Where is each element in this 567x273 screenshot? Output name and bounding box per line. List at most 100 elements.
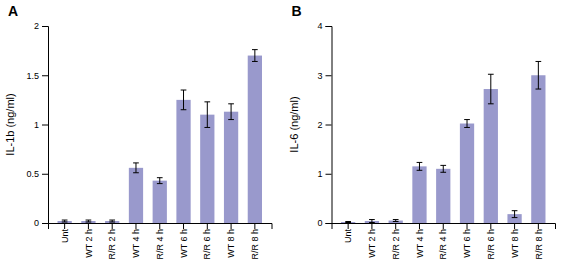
x-axis: UntWT 2 hR/R 2 hWT 4 hR/R 4 hWT 6 hR/R 6…	[49, 223, 273, 260]
axis-line	[326, 27, 333, 224]
tick-label: R/R 6 h	[202, 229, 212, 260]
tick: WT 2 h	[84, 223, 94, 258]
tick: 1	[317, 169, 331, 179]
error-bar	[440, 165, 446, 172]
tick: R/R 4 h	[155, 223, 165, 260]
tick-label: R/R 4 h	[438, 229, 448, 260]
bar	[105, 221, 119, 223]
tick-label: 1	[34, 120, 39, 130]
error-bar	[157, 178, 163, 184]
tick: 2	[34, 21, 48, 31]
tick-mark	[112, 223, 113, 229]
tick-mark	[207, 223, 208, 229]
tick: 1.5	[26, 71, 48, 81]
bar	[248, 56, 262, 223]
tick: 0	[34, 218, 48, 228]
tick-label: R/R 8 h	[534, 229, 544, 260]
axis-line	[42, 27, 49, 224]
bar	[153, 181, 167, 223]
tick: 0	[317, 218, 331, 228]
bar	[436, 169, 450, 223]
tick-label: R/R 6 h	[486, 229, 496, 260]
error-bar	[133, 163, 139, 173]
error-bar	[488, 74, 494, 104]
tick-mark	[42, 125, 48, 126]
panel-label: A	[8, 3, 18, 19]
tick: R/R 6 h	[486, 223, 496, 260]
tick-label: 2	[34, 21, 39, 31]
tick-mark	[64, 223, 65, 229]
tick-mark	[395, 223, 396, 229]
plot-area	[341, 61, 545, 223]
tick-mark	[326, 75, 332, 76]
tick: 2	[317, 120, 331, 130]
tick: 1	[34, 120, 48, 130]
tick-mark	[538, 223, 539, 229]
bar	[224, 112, 238, 223]
bar	[484, 89, 498, 223]
tick-mark	[490, 223, 491, 229]
error-bar	[204, 102, 210, 128]
bar	[460, 124, 474, 223]
axis-title: IL-6 (ng/ml)	[288, 96, 300, 152]
tick-mark	[42, 75, 48, 76]
y-axis: 0 1 2 3 4	[317, 21, 332, 228]
tick: R/R 2 h	[107, 223, 117, 260]
tick-label: WT 4 h	[415, 229, 425, 258]
tick-label: 4	[317, 21, 322, 31]
tick-mark	[183, 223, 184, 229]
tick: R/R 8 h	[534, 223, 544, 260]
tick-mark	[88, 223, 89, 229]
tick-mark	[348, 223, 349, 229]
tick-mark	[514, 223, 515, 229]
error-bar	[252, 50, 258, 62]
tick: Unt	[60, 223, 70, 243]
tick-label: WT 8 h	[226, 229, 236, 258]
tick: R/R 8 h	[250, 223, 260, 260]
error-bar	[417, 162, 423, 170]
panel-label: B	[292, 3, 302, 19]
tick-mark	[135, 223, 136, 229]
x-axis: UntWT 2 hR/R 2 hWT 4 hR/R 4 hWT 6 hR/R 6…	[332, 223, 556, 260]
tick-label: 3	[317, 71, 322, 81]
tick-mark	[326, 125, 332, 126]
error-bar	[62, 220, 68, 222]
axis-line	[49, 224, 273, 230]
tick-mark	[467, 223, 468, 229]
error-bar	[181, 90, 187, 110]
error-bar	[109, 220, 115, 222]
tick-label: R/R 2 h	[391, 229, 401, 260]
tick-mark	[443, 223, 444, 229]
panel: 01234UntWT 2 hR/R 2 hWT 4 hR/R 4 hWT 6 h…	[288, 3, 556, 260]
tick-label: WT 4 h	[131, 229, 141, 258]
tick-label: WT 2 h	[367, 229, 377, 258]
tick-label: R/R 8 h	[250, 229, 260, 260]
tick: R/R 6 h	[202, 223, 212, 260]
bar	[81, 221, 95, 223]
chart: 00.511.52UntWT 2 hR/R 2 hWT 4 hR/R 4 hWT…	[0, 0, 567, 273]
tick-mark	[42, 174, 48, 175]
tick: WT 8 h	[226, 223, 236, 258]
tick-mark	[326, 223, 332, 224]
tick-label: 2	[317, 120, 322, 130]
tick: WT 4 h	[415, 223, 425, 258]
tick-mark	[42, 223, 48, 224]
bar	[531, 75, 545, 223]
tick-label: R/R 2 h	[107, 229, 117, 260]
panel: 00.511.52UntWT 2 hR/R 2 hWT 4 hR/R 4 hWT…	[4, 3, 272, 260]
tick-label: 1	[317, 169, 322, 179]
tick: 4	[317, 21, 331, 31]
tick-label: Unt	[60, 229, 70, 244]
tick-label: WT 2 h	[84, 229, 94, 258]
tick-mark	[231, 223, 232, 229]
bar	[341, 222, 355, 223]
tick-mark	[42, 26, 48, 27]
tick: R/R 4 h	[438, 223, 448, 260]
tick: WT 4 h	[131, 223, 141, 258]
error-bar	[345, 221, 351, 223]
y-axis: 00.511.52	[26, 21, 48, 228]
tick-mark	[159, 223, 160, 229]
error-bar	[536, 61, 542, 89]
error-bar	[464, 120, 470, 128]
bar	[129, 168, 143, 223]
